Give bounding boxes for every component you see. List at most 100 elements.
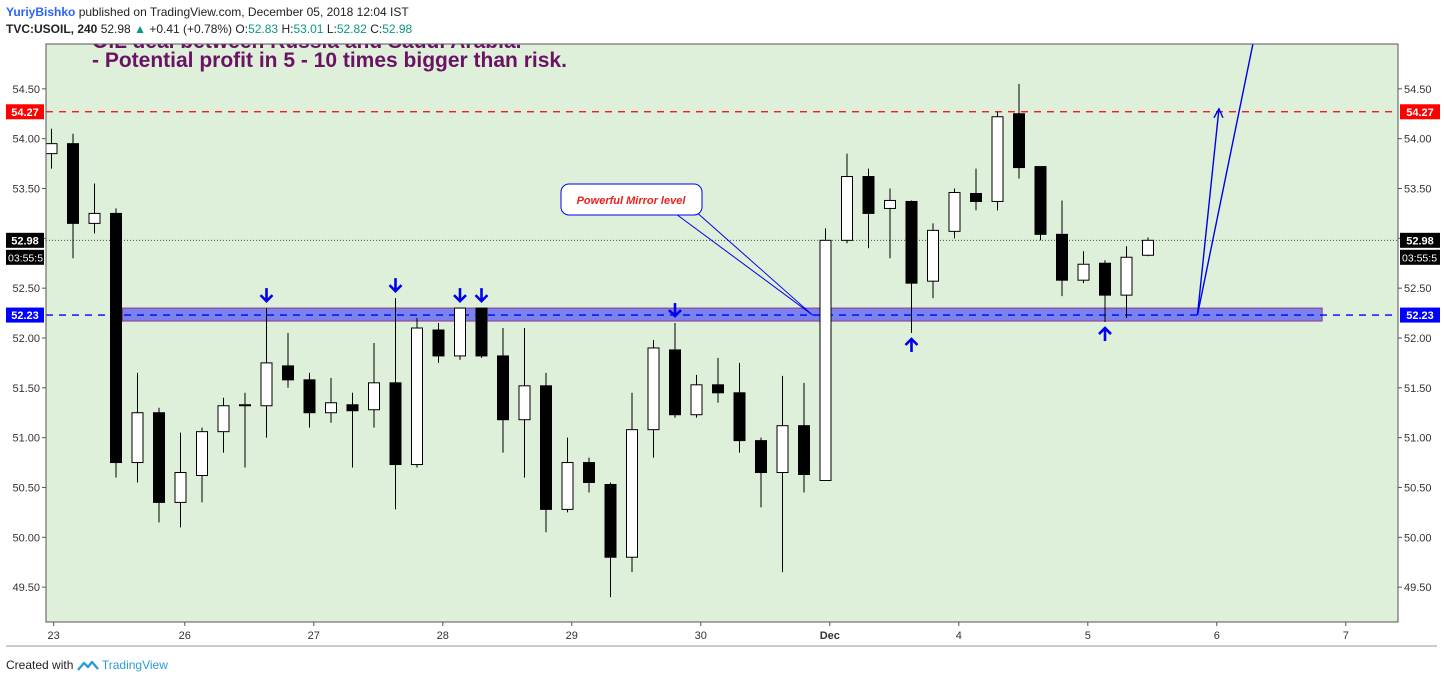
candle bbox=[884, 188, 896, 259]
x-tick-label: Dec bbox=[820, 630, 840, 642]
candle bbox=[862, 168, 875, 249]
candle bbox=[927, 223, 939, 299]
candle-body bbox=[841, 176, 853, 241]
candle bbox=[1077, 251, 1090, 284]
candle-body bbox=[905, 200, 918, 284]
candle bbox=[217, 397, 230, 453]
candle bbox=[325, 377, 337, 423]
y-tick-label-left: 49.50 bbox=[12, 582, 40, 594]
up-arrow-icon bbox=[1098, 326, 1112, 342]
x-tick-label: 6 bbox=[1214, 630, 1220, 642]
candle-body bbox=[1013, 113, 1025, 169]
candle bbox=[131, 372, 144, 483]
candle-body bbox=[669, 349, 681, 416]
last-price: 52.98 bbox=[100, 22, 131, 36]
down-arrow-icon bbox=[668, 303, 682, 318]
x-tick-label: 23 bbox=[48, 630, 60, 642]
candle-body bbox=[690, 384, 703, 416]
candle-body bbox=[174, 472, 187, 503]
candle-body bbox=[540, 385, 552, 510]
candle bbox=[518, 328, 531, 478]
candle bbox=[755, 437, 767, 508]
candle bbox=[174, 432, 187, 528]
x-tick-label: 29 bbox=[566, 630, 578, 642]
candle bbox=[46, 128, 58, 169]
up-triangle-icon: ▲ bbox=[134, 22, 146, 36]
candle bbox=[561, 437, 574, 513]
x-tick-label: 26 bbox=[179, 630, 191, 642]
candle bbox=[239, 392, 251, 468]
y-tick-label-left: 52.00 bbox=[12, 333, 40, 345]
resistance-tag-left: 54.27 bbox=[11, 107, 39, 119]
candle-body bbox=[712, 384, 724, 394]
candle-body bbox=[217, 405, 230, 433]
up-arrow-icon bbox=[904, 337, 919, 352]
x-tick-label: 27 bbox=[308, 630, 320, 642]
candle-body bbox=[776, 425, 789, 474]
last-price-tag-right: 52.98 bbox=[1406, 235, 1434, 247]
last-price-tag-left: 52.98 bbox=[11, 235, 39, 247]
candle bbox=[411, 318, 423, 468]
candle-body bbox=[733, 392, 746, 442]
candle-body bbox=[67, 143, 79, 224]
timer-tag-left: 03:55:5 bbox=[8, 252, 43, 264]
candle-body bbox=[282, 365, 294, 381]
author-name[interactable]: YuriyBishko bbox=[6, 5, 76, 19]
candle bbox=[389, 298, 402, 510]
candle bbox=[67, 133, 79, 259]
candle-body bbox=[131, 412, 144, 464]
candle-body bbox=[432, 329, 445, 357]
price-change: +0.41 (+0.78%) bbox=[149, 22, 233, 36]
down-arrow-icon bbox=[474, 288, 489, 303]
support-tag-right-bg bbox=[1400, 307, 1440, 323]
candle bbox=[346, 392, 359, 468]
arrow-head bbox=[668, 309, 682, 318]
arrow-head bbox=[259, 294, 274, 303]
candle bbox=[1056, 200, 1068, 297]
candle-body bbox=[862, 176, 875, 214]
candle bbox=[1120, 246, 1133, 319]
support-tag-right: 52.23 bbox=[1406, 310, 1434, 322]
symbol-label: TVC:USOIL, 240 bbox=[6, 22, 98, 36]
candle-body bbox=[196, 431, 208, 477]
tradingview-brand[interactable]: TradingView bbox=[101, 658, 168, 672]
candle-body bbox=[583, 462, 595, 483]
candle bbox=[1142, 237, 1154, 257]
y-tick-label-left: 54.50 bbox=[12, 84, 40, 96]
down-arrow-icon bbox=[259, 288, 274, 303]
support-tag-left: 52.23 bbox=[11, 310, 39, 322]
candle bbox=[669, 323, 681, 418]
candle bbox=[905, 200, 918, 333]
candle-body bbox=[755, 440, 767, 474]
y-tick-label-right: 49.50 bbox=[1404, 582, 1432, 594]
candle bbox=[1013, 83, 1025, 179]
resistance-tag-left-bg bbox=[6, 104, 44, 120]
arrow-head bbox=[474, 294, 489, 303]
candle bbox=[540, 372, 552, 533]
candle-body bbox=[561, 462, 574, 510]
candle bbox=[497, 328, 509, 453]
candle-body bbox=[153, 412, 165, 503]
candle-body bbox=[1120, 256, 1133, 296]
candle bbox=[647, 339, 660, 458]
last-price-tag-left-bg bbox=[6, 232, 44, 248]
candle bbox=[260, 308, 273, 438]
candle-body bbox=[1034, 166, 1047, 235]
candle-body bbox=[626, 429, 638, 558]
arrow-head bbox=[1098, 326, 1112, 335]
y-tick-label-right: 51.50 bbox=[1404, 383, 1432, 395]
candle bbox=[733, 362, 746, 453]
timer-tag-right-bg bbox=[1400, 249, 1440, 265]
candle-body bbox=[368, 382, 380, 411]
candle-body bbox=[1056, 233, 1068, 281]
candle bbox=[712, 357, 724, 403]
candle bbox=[948, 188, 961, 239]
timer-tag-right: 03:55:5 bbox=[1402, 252, 1437, 264]
candle-body bbox=[88, 212, 101, 224]
x-tick-label: 4 bbox=[956, 630, 962, 642]
created-with-label: Created with bbox=[6, 658, 74, 672]
timer-tag-left-bg bbox=[6, 249, 44, 265]
candle-body bbox=[1142, 239, 1154, 256]
plot-area[interactable] bbox=[46, 44, 1398, 622]
